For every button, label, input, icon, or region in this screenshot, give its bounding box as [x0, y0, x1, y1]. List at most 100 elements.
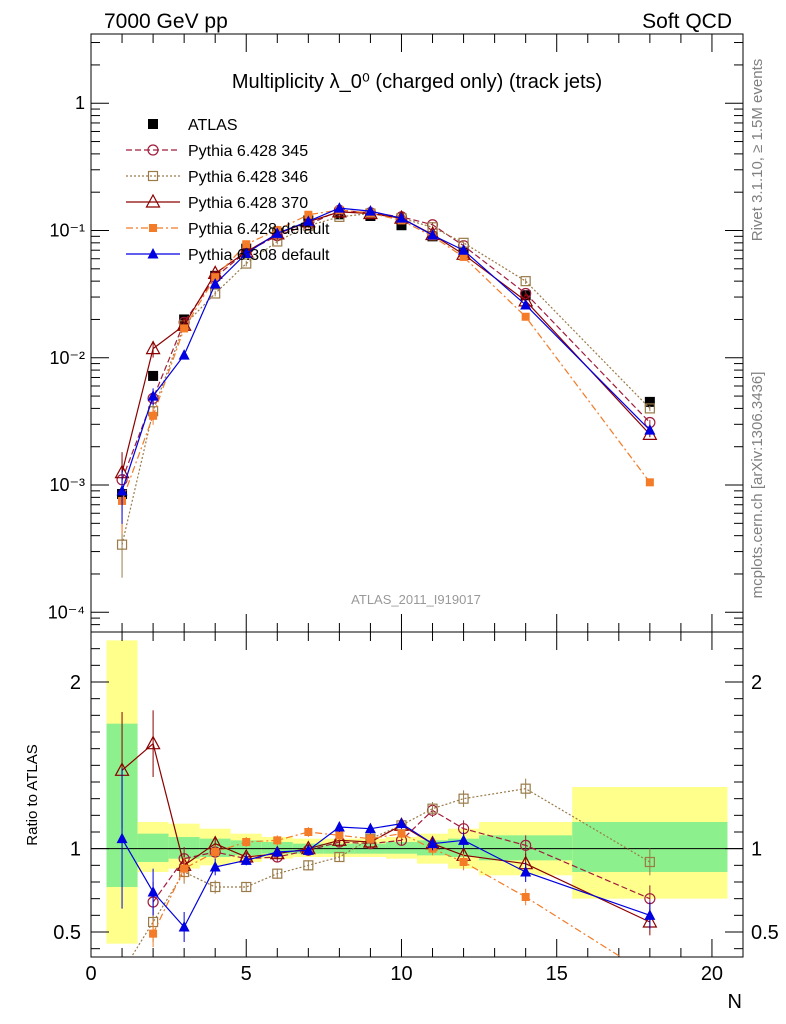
ratio-point — [211, 848, 220, 856]
ratio-point — [147, 886, 159, 897]
ratio-tick-label: 0.5 — [53, 922, 81, 944]
lower-ticks: 0.5 0.51 12 20 5 10 15 20 — [53, 632, 779, 985]
legend: ATLAS Pythia 6.428 345 Pythia 6.428 346 Pyt… — [126, 117, 330, 264]
ratio-point — [272, 868, 283, 879]
chart-title: Multiplicity λ_0⁰ (charged only) (track … — [232, 71, 602, 93]
legend-label: Pythia 6.428 default — [188, 221, 330, 238]
ratio-point — [520, 839, 532, 851]
ratio-line — [130, 788, 651, 957]
legend-marker — [145, 193, 161, 208]
ratio-point — [333, 821, 345, 832]
header-left: 7000 GeV pp — [104, 10, 228, 33]
series-line — [121, 207, 651, 492]
legend-item: Pythia 6.428 default — [126, 221, 330, 238]
lower-series-layer — [114, 710, 658, 957]
data-point — [241, 258, 252, 269]
data-point — [427, 229, 439, 240]
legend-marker — [147, 248, 159, 259]
ratio-point — [210, 881, 221, 893]
ratio-point — [459, 858, 468, 866]
ratio-point — [242, 838, 251, 846]
legend-label: Pythia 6.428 346 — [188, 169, 308, 186]
data-point — [149, 411, 158, 420]
series-line — [121, 211, 651, 473]
data-point — [364, 205, 376, 216]
ratio-point — [427, 803, 438, 814]
x-tick-label: 10 — [390, 963, 412, 985]
ratio-line — [121, 742, 651, 923]
data-point — [645, 478, 654, 487]
ratio-tick-label: 1 — [70, 839, 81, 861]
ratio-point — [397, 829, 406, 838]
ratio-series-pythia-6-308-default — [116, 768, 656, 942]
ratio-point — [364, 822, 376, 834]
x-tick-label: 0 — [85, 963, 96, 985]
y-tick-label: 10⁻¹ — [49, 221, 85, 241]
y-tick-label: 10⁻³ — [49, 475, 85, 495]
y-tick-label: 10⁻² — [49, 348, 85, 368]
data-point — [116, 484, 128, 496]
ratio-point — [335, 831, 344, 840]
ratio-point — [116, 832, 128, 844]
ratio-tick-label-right: 0.5 — [751, 922, 779, 944]
band-inner — [137, 833, 169, 862]
legend-item: Pythia 6.428 370 — [126, 193, 308, 212]
ratio-point — [427, 837, 439, 849]
ratio-point — [209, 861, 221, 872]
upper-ticks: 10⁻⁴ 10⁻³ 10⁻² 10⁻¹ 1 — [48, 34, 744, 633]
data-point — [396, 220, 407, 231]
data-point — [148, 370, 159, 381]
data-point — [178, 349, 190, 360]
legend-item: ATLAS — [148, 117, 238, 134]
data-point — [304, 210, 313, 219]
ratio-point — [149, 929, 158, 938]
series-pythia-6-428-346 — [116, 208, 655, 578]
upper-series-layer — [114, 202, 658, 578]
data-point — [180, 324, 189, 333]
x-tick-label: 5 — [241, 963, 252, 985]
data-point — [520, 298, 532, 310]
ratio-point — [271, 846, 283, 857]
data-point — [520, 276, 531, 287]
data-point — [644, 424, 656, 435]
y-tick-label: 10⁻⁴ — [48, 602, 85, 622]
data-point — [302, 215, 314, 226]
data-point — [644, 403, 655, 414]
ratio-point — [303, 860, 314, 871]
header-right: Soft QCD — [642, 10, 732, 33]
data-point — [395, 212, 407, 223]
legend-marker — [148, 119, 158, 129]
data-point — [459, 252, 468, 261]
ratio-point — [458, 834, 470, 845]
ratio-point — [334, 851, 345, 863]
lower-frame — [90, 631, 744, 958]
data-point — [209, 277, 221, 289]
ratio-point — [241, 881, 252, 893]
band-inner — [385, 842, 417, 854]
x-tick-label: 15 — [546, 963, 568, 985]
ratio-point — [240, 854, 252, 865]
ratio-tick-label-right: 1 — [751, 839, 762, 861]
legend-item: Pythia 6.428 345 — [126, 143, 308, 160]
side-label-top: Rivet 3.1.10, ≥ 1.5M events — [749, 59, 766, 242]
legend-label: Pythia 6.308 default — [188, 247, 330, 264]
data-point — [644, 396, 655, 407]
ratio-point — [458, 793, 469, 804]
data-point — [271, 227, 283, 238]
ylabel-ratio: Ratio to ATLAS — [24, 744, 41, 845]
series-line — [121, 209, 651, 480]
data-point — [147, 390, 159, 401]
ratio-point — [145, 735, 161, 750]
watermark: ATLAS_2011_I919017 — [351, 592, 481, 607]
ratio-point — [520, 783, 531, 794]
legend-label: ATLAS — [188, 117, 238, 134]
ratio-point — [273, 836, 282, 845]
series-pythia-6-308-default — [116, 202, 656, 524]
y-tick-label: 1 — [75, 93, 85, 113]
legend-label: Pythia 6.428 370 — [188, 195, 308, 212]
legend-item: Pythia 6.428 346 — [126, 169, 308, 186]
ratio-point — [366, 834, 375, 843]
ratio-point — [178, 921, 190, 932]
ratio-point — [180, 864, 189, 873]
